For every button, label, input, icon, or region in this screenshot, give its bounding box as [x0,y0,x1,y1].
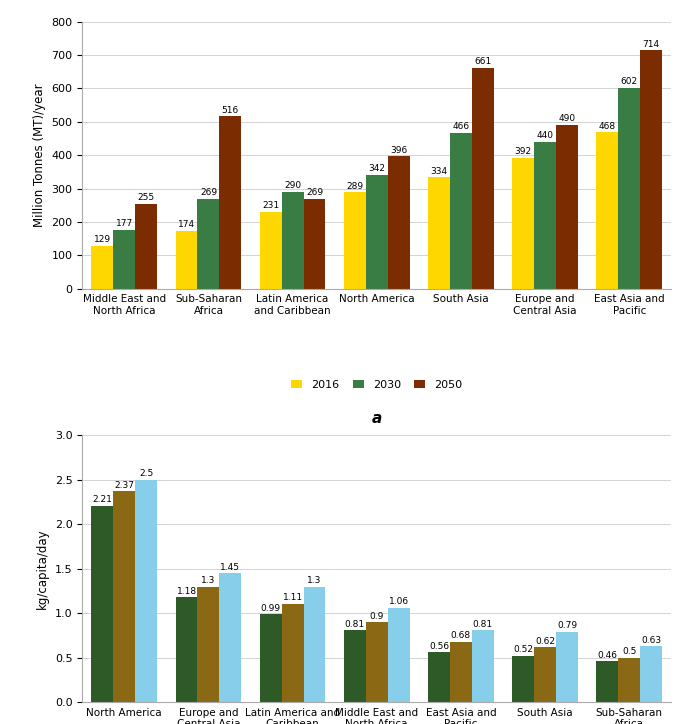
Text: 0.81: 0.81 [473,620,493,628]
Text: 468: 468 [599,122,616,131]
Text: 1.3: 1.3 [201,576,216,585]
Bar [135,203,157,289]
Text: 177: 177 [116,219,133,228]
Bar [366,622,388,702]
Text: 0.5: 0.5 [622,647,636,656]
Bar [388,156,410,289]
Legend: 2016, 2030, 2050: 2016, 2030, 2050 [291,379,462,390]
Bar [303,199,325,289]
Text: 231: 231 [262,201,279,210]
Bar [113,492,135,702]
Bar [282,192,303,289]
Bar [260,211,282,289]
Text: 0.81: 0.81 [345,620,365,628]
Text: 0.9: 0.9 [370,612,384,620]
Text: 0.56: 0.56 [429,642,449,651]
Text: 0.63: 0.63 [641,636,661,644]
Text: 2.5: 2.5 [139,469,153,479]
Bar [597,661,619,702]
Text: 1.11: 1.11 [282,593,303,602]
Text: 342: 342 [369,164,385,173]
Bar [175,230,197,289]
Text: 0.52: 0.52 [513,645,533,654]
Text: 396: 396 [390,146,408,155]
Text: 2.21: 2.21 [92,495,112,504]
Bar [472,68,494,289]
Bar [92,505,113,702]
Bar [344,630,366,702]
Bar [197,199,219,289]
Text: 174: 174 [178,220,195,229]
Bar [472,630,494,702]
Bar [344,192,366,289]
Text: 0.79: 0.79 [557,621,577,631]
Text: 466: 466 [452,122,469,132]
Bar [113,230,135,289]
Text: 269: 269 [306,188,323,197]
Bar [135,480,157,702]
Bar [450,133,472,289]
Y-axis label: Million Tonnes (MT)/year: Million Tonnes (MT)/year [33,83,46,227]
Text: 516: 516 [222,106,239,115]
Text: 269: 269 [200,188,217,197]
Text: 290: 290 [284,181,301,190]
Text: a: a [372,411,382,426]
Text: 1.18: 1.18 [177,586,197,596]
Bar [450,641,472,702]
Bar [428,652,450,702]
Bar [556,632,578,702]
Bar [366,174,388,289]
Bar [640,51,662,289]
Bar [640,647,662,702]
Bar [597,132,619,289]
Text: 0.62: 0.62 [535,636,555,646]
Bar [282,604,303,702]
Text: 0.99: 0.99 [261,604,281,613]
Bar [512,158,534,289]
Text: 129: 129 [94,235,111,244]
Bar [512,656,534,702]
Bar [534,647,556,702]
Text: 661: 661 [474,57,491,67]
Bar [619,88,640,289]
Text: 334: 334 [430,167,447,175]
Text: 602: 602 [621,77,638,86]
Y-axis label: kg/capita/day: kg/capita/day [36,529,49,609]
Bar [303,586,325,702]
Bar [428,177,450,289]
Text: 1.06: 1.06 [388,597,409,607]
Text: 0.46: 0.46 [597,651,617,660]
Text: 1.45: 1.45 [221,563,240,572]
Text: 1.3: 1.3 [308,576,322,585]
Bar [197,586,219,702]
Bar [175,597,197,702]
Text: 2.37: 2.37 [114,481,134,490]
Text: 392: 392 [514,147,532,156]
Bar [556,125,578,289]
Text: 714: 714 [643,40,660,49]
Text: 490: 490 [558,114,575,124]
Bar [219,117,241,289]
Bar [534,142,556,289]
Text: 0.68: 0.68 [451,631,471,640]
Text: 289: 289 [347,182,364,190]
Bar [92,245,113,289]
Text: 440: 440 [536,131,553,140]
Text: 255: 255 [138,193,155,202]
Bar [388,608,410,702]
Bar [619,658,640,702]
Bar [219,573,241,702]
Bar [260,614,282,702]
